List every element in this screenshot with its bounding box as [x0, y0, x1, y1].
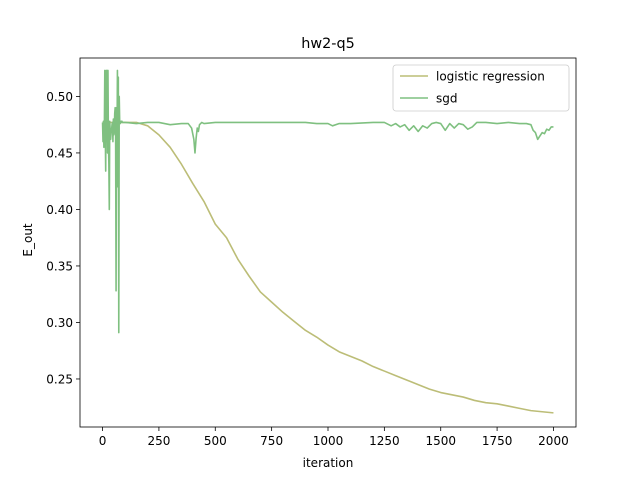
legend-box [392, 64, 570, 112]
plot-area [101, 69, 554, 414]
x-tick-label: 1500 [425, 434, 456, 448]
x-tick-label: 1750 [482, 434, 513, 448]
chart-title: hw2-q5 [301, 36, 355, 52]
axes: 0 250 500 750 1000 1250 1500 1750 2000 0.25 0.30 0.… [46, 57, 577, 448]
x-tick-label: 2000 [538, 434, 569, 448]
y-axis-label: E_out [21, 223, 35, 257]
legend-label: logistic regression [436, 70, 545, 84]
y-tick-label: 0.40 [46, 203, 73, 217]
x-tick-label: 250 [147, 434, 170, 448]
y-tick-label: 0.30 [46, 316, 73, 330]
x-tick-label: 1250 [369, 434, 400, 448]
y-tick-label: 0.35 [46, 259, 73, 273]
series-line-sgd [101, 69, 554, 334]
x-axis-label: iteration [303, 456, 354, 470]
series-group [101, 69, 554, 414]
x-tick-label: 750 [260, 434, 283, 448]
x-tick-label: 0 [99, 434, 107, 448]
y-tick-label: 0.25 [46, 372, 73, 386]
x-tick-label: 500 [204, 434, 227, 448]
y-tick-label: 0.50 [46, 90, 73, 104]
legend: logistic regression sgd [392, 64, 570, 112]
series-line-logistic-regression [102, 121, 554, 414]
legend-label: sgd [436, 92, 458, 106]
y-tick-label: 0.45 [46, 146, 73, 160]
x-tick-label: 1000 [313, 434, 344, 448]
